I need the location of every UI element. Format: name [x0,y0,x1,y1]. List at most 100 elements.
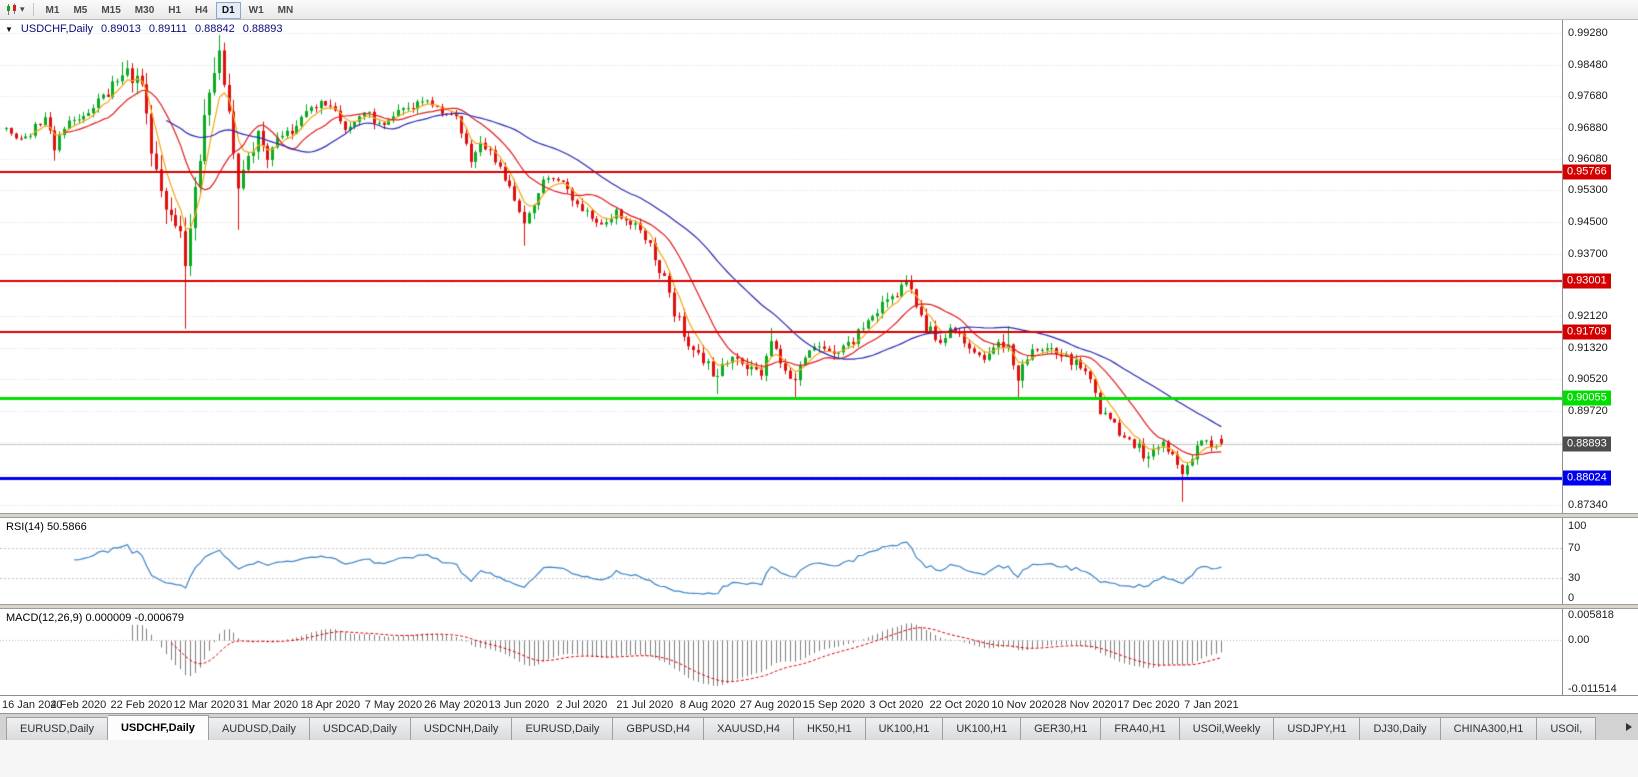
timeframe-button-m1[interactable]: M1 [40,2,66,19]
time-axis-label: 21 Jul 2020 [616,699,674,711]
main-chart-canvas[interactable] [0,20,1562,513]
panel-splitter[interactable] [0,513,1638,518]
time-axis-label: 16 Jan 2020 [2,699,63,711]
price-tick-label: 0.96080 [1568,153,1608,166]
rsi-tick-label: 100 [1568,520,1587,532]
rsi-panel-canvas[interactable] [0,518,1562,604]
chart-type-caret-icon[interactable]: ▾ [20,4,25,14]
time-axis-label: 15 Sep 2020 [802,699,866,711]
timeframe-button-h4[interactable]: H4 [189,2,214,19]
chart-tab-xauusd-h4[interactable]: XAUUSD,H4 [703,717,794,740]
price-tick-label: 0.96880 [1568,121,1608,134]
timeframe-button-m30[interactable]: M30 [129,2,160,19]
chart-tab-uk100-h1[interactable]: UK100,H1 [943,717,1022,740]
rsi-tick-label: 30 [1568,571,1581,584]
chart-tab-bar: EURUSD,Daily USDCHF,Daily AUDUSD,Daily USDC… [0,713,1638,740]
price-tick-label: 0.90520 [1568,373,1608,386]
time-axis-label: 22 Oct 2020 [929,699,990,711]
price-tick-label: 0.97680 [1568,90,1608,103]
chart-tab-uk100-h1[interactable]: UK100,H1 [865,717,944,740]
price-tick-label: 0.91320 [1568,341,1608,354]
ohlc-high-value: 0.89111 [148,23,187,35]
time-axis-label: 28 Nov 2020 [1054,699,1117,711]
toolbar-separator [32,3,34,16]
time-axis-label: 18 Apr 2020 [300,699,361,711]
timeframe-button-h1[interactable]: H1 [162,2,187,19]
time-axis-label: 22 Feb 2020 [110,699,173,711]
time-axis-label: 17 Dec 2020 [1117,699,1180,711]
timeframe-button-m5[interactable]: M5 [67,2,93,19]
level-price-badge: 0.91709 [1563,324,1611,340]
chart-tab-dj30-daily[interactable]: DJ30,Daily [1360,717,1441,740]
level-price-badge: 0.93001 [1563,273,1611,289]
time-axis[interactable]: 16 Jan 2020 4 Feb 2020 22 Feb 2020 12 Mar 2… [0,695,1638,713]
rsi-scale: 100 70 30 0 [1563,518,1638,604]
chart-tab-hk50-h1[interactable]: HK50,H1 [793,717,866,740]
timeframe-button-d1[interactable]: D1 [215,2,241,19]
time-axis-label: 3 Oct 2020 [869,699,924,711]
price-scale-separator [1562,20,1563,695]
chart-tab-usdchf-daily[interactable]: USDCHF,Daily [107,715,209,740]
chart-tabs: EURUSD,Daily USDCHF,Daily AUDUSD,Daily USDC… [0,714,1616,740]
symbol-dropdown-icon[interactable]: ▼ [5,24,13,34]
chart-tab-usdjpy-h1[interactable]: USDJPY,H1 [1274,717,1361,740]
chart-tab-fra40-h1[interactable]: FRA40,H1 [1101,717,1180,740]
macd-scale: 0.005818 0.00 -0.011514 [1563,609,1638,695]
price-tick-label: 0.98480 [1568,58,1608,71]
time-axis-label: 26 May 2020 [424,699,488,711]
chart-tab-ger30-h1[interactable]: GER30,H1 [1021,717,1102,740]
level-price-badge: 0.90055 [1563,390,1611,406]
rsi-tick-label: 70 [1568,542,1581,555]
time-axis-label: 7 May 2020 [364,699,423,711]
chart-tab-usoil-weekly[interactable]: USOil,Weekly [1179,717,1275,740]
time-axis-label: 27 Aug 2020 [739,699,802,711]
price-scale[interactable]: 0.99280 0.98480 0.97680 0.96880 0.96080 0.953… [1563,20,1638,513]
macd-tick-label: 0.00 [1568,633,1590,646]
chart-tab-usdcnh-daily[interactable]: USDCNH,Daily [410,717,513,740]
rsi-tick-label: 0 [1568,592,1575,604]
time-axis-label: 8 Aug 2020 [679,699,736,711]
price-tick-label: 0.94500 [1568,215,1608,228]
ohlc-low-value: 0.88842 [194,23,235,35]
chart-tab-gbpusd-h4[interactable]: GBPUSD,H4 [613,717,704,740]
tab-scroll-right-icon[interactable] [1626,723,1632,731]
chart-tab-audusd-daily[interactable]: AUDUSD,Daily [208,717,310,740]
time-axis-label: 31 Mar 2020 [236,699,299,711]
price-tick-label: 0.99280 [1568,27,1608,39]
time-axis-label: 2 Jul 2020 [556,699,608,711]
timeframe-button-m15[interactable]: M15 [95,2,126,19]
timeframe-button-group: M1 M5 M15 M30 H1 H4 D1 W1 MN [39,0,301,19]
level-price-badge: 0.95766 [1563,164,1611,180]
macd-tick-label: -0.011514 [1568,683,1617,695]
price-tick-label: 0.87340 [1568,498,1608,511]
chart-type-icon[interactable] [5,3,19,16]
chart-tab-china300-h1[interactable]: CHINA300,H1 [1440,717,1538,740]
status-area [0,740,1638,777]
time-axis-label: 4 Feb 2020 [50,699,107,711]
chart-tab-eurusd-daily[interactable]: EURUSD,Daily [6,717,108,740]
price-tick-label: 0.92120 [1568,310,1608,322]
price-tick-label: 0.93700 [1568,247,1608,260]
timeframe-button-w1[interactable]: W1 [243,2,270,19]
current-price-badge: 0.88893 [1563,436,1611,452]
rsi-indicator-label: RSI(14) 50.5866 [6,521,87,533]
time-axis-label: 13 Jun 2020 [488,699,550,711]
panel-splitter[interactable] [0,604,1638,609]
chart-tab-usoil[interactable]: USOil, [1537,717,1597,740]
time-axis-label: 10 Nov 2020 [991,699,1054,711]
price-tick-label: 0.89720 [1568,404,1608,417]
macd-indicator-label: MACD(12,26,9) 0.000009 -0.000679 [6,612,184,624]
price-tick-label: 0.95300 [1568,184,1608,197]
timeframe-button-mn[interactable]: MN [272,2,300,19]
macd-tick-label: 0.005818 [1568,609,1614,621]
time-axis-labels: 16 Jan 2020 4 Feb 2020 22 Feb 2020 12 Mar 2… [0,696,1562,713]
chart-tab-eurusd-daily[interactable]: EURUSD,Daily [512,717,614,740]
chart-symbol-label: USDCHF,Daily [20,23,94,35]
macd-panel-canvas[interactable] [0,609,1562,695]
ohlc-close-value: 0.88893 [242,23,283,35]
chart-tab-usdcad-daily[interactable]: USDCAD,Daily [309,717,411,740]
level-price-badge: 0.88024 [1563,470,1611,486]
chart-ohlc-readout: ▼ USDCHF,Daily 0.89013 0.89111 0.88842 0… [5,23,282,35]
ohlc-open-value: 0.89013 [101,23,141,35]
